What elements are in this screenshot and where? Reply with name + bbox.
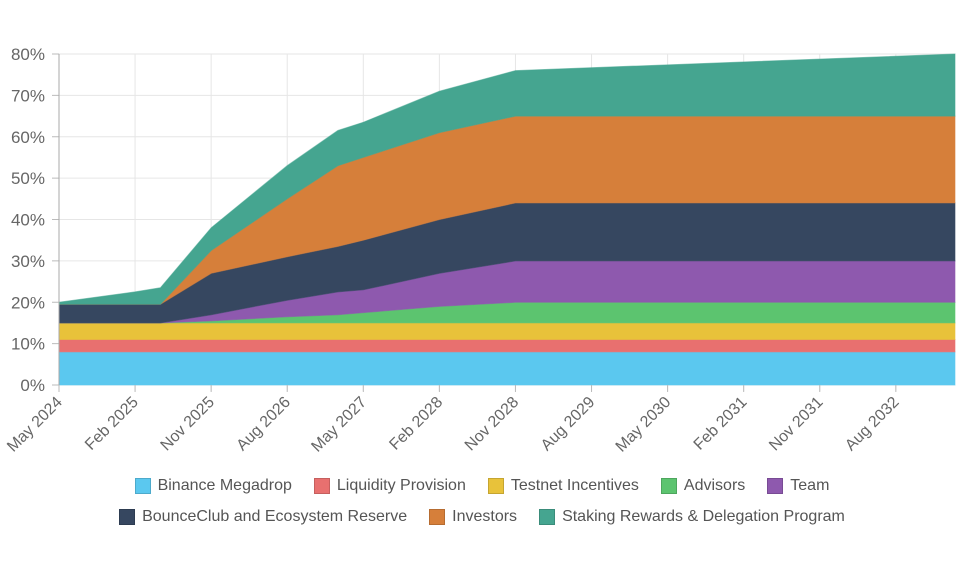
legend-label: Staking Rewards & Delegation Program xyxy=(562,508,845,525)
area-liquidity-provision[interactable] xyxy=(58,339,956,353)
x-tick-label: Nov 2028 xyxy=(462,394,523,455)
legend-label: Team xyxy=(790,477,830,494)
x-tick-label: Aug 2032 xyxy=(842,394,903,455)
y-tick-label: 20% xyxy=(11,293,45,312)
legend-swatch xyxy=(487,478,504,494)
x-tick-label: Nov 2031 xyxy=(766,394,827,455)
x-tick-label: Feb 2031 xyxy=(691,394,751,454)
legend-label: Binance Megadrop xyxy=(157,477,292,494)
area-testnet-incentives[interactable] xyxy=(58,322,956,340)
x-tick-label: May 2027 xyxy=(308,394,370,456)
legend-swatch xyxy=(313,478,330,494)
x-tick-label: Aug 2029 xyxy=(538,394,599,455)
legend-label: BounceClub and Ecosystem Reserve xyxy=(142,508,408,525)
legend-item-liquidity-provision[interactable]: Liquidity Provision xyxy=(313,477,466,495)
legend-swatch xyxy=(660,478,677,494)
y-tick-label: 10% xyxy=(11,335,45,354)
legend-swatch xyxy=(119,509,136,525)
legend-item-staking-rewards-delegation-program[interactable]: Staking Rewards & Delegation Program xyxy=(539,508,845,526)
y-tick-label: 60% xyxy=(11,128,45,147)
legend-row-2: BounceClub and Ecosystem Reserve Investor… xyxy=(0,508,964,526)
legend-swatch xyxy=(429,509,446,525)
legend-item-team[interactable]: Team xyxy=(767,477,829,495)
y-tick-label: 70% xyxy=(11,86,45,105)
legend-label: Advisors xyxy=(683,477,746,494)
legend-item-investors[interactable]: Investors xyxy=(429,508,517,526)
legend-swatch xyxy=(134,478,151,494)
y-tick-label: 80% xyxy=(11,45,45,64)
legend-label: Liquidity Provision xyxy=(336,477,466,494)
legend-item-binance-megadrop[interactable]: Binance Megadrop xyxy=(134,477,292,495)
legend-swatch xyxy=(539,509,556,525)
area-binance-megadrop[interactable] xyxy=(58,351,956,386)
x-tick-label: May 2024 xyxy=(4,394,66,456)
x-tick-label: Feb 2028 xyxy=(386,394,446,454)
y-tick-label: 50% xyxy=(11,169,45,188)
area-staking-rewards-delegation-program[interactable] xyxy=(58,53,956,305)
legend-item-testnet-incentives[interactable]: Testnet Incentives xyxy=(487,477,639,495)
x-tick-label: Aug 2026 xyxy=(234,394,295,455)
x-tick-label: Nov 2025 xyxy=(158,394,219,455)
legend-label: Testnet Incentives xyxy=(510,477,639,494)
areas xyxy=(58,53,956,386)
x-tick-label: Feb 2025 xyxy=(82,394,142,454)
legend-item-bounceclub-and-ecosystem-reserve[interactable]: BounceClub and Ecosystem Reserve xyxy=(119,508,407,526)
y-tick-label: 40% xyxy=(11,211,45,230)
y-tick-label: 30% xyxy=(11,252,45,271)
legend-label: Investors xyxy=(452,508,518,525)
legend-row-1: Binance Megadrop Liquidity Provision Testn… xyxy=(0,477,964,495)
x-tick-label: May 2030 xyxy=(613,394,675,456)
legend-item-advisors[interactable]: Advisors xyxy=(660,477,746,495)
y-tick-label: 0% xyxy=(20,376,45,395)
legend-swatch xyxy=(767,478,784,494)
